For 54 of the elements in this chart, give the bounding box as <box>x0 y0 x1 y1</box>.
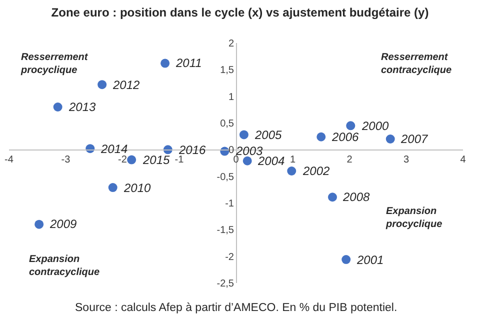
y-tick-label: 1 <box>228 92 234 103</box>
x-tick-label: 3 <box>403 154 410 166</box>
annotation: 2016 <box>178 143 206 157</box>
annotation: 2006 <box>331 130 360 144</box>
y-tick-label: 0,5 <box>220 118 234 130</box>
point <box>316 132 326 142</box>
annotation: 2000 <box>361 119 390 133</box>
annotation: 2008 <box>342 190 370 204</box>
point <box>98 80 107 90</box>
annotation: Expansion contracyclique <box>29 254 100 278</box>
x-tick-label: 2 <box>346 154 353 166</box>
point <box>346 121 356 130</box>
x-tick-label: 1 <box>290 154 296 166</box>
y-tick-label: 0 <box>228 145 234 156</box>
point <box>342 255 351 264</box>
point <box>242 156 252 166</box>
point <box>386 134 395 144</box>
point <box>239 130 248 140</box>
source-note: Source : calculs Afep à partir d’AMECO. En % du PIB potentiel. <box>75 302 398 314</box>
y-tick-label: -2,5 <box>216 278 234 290</box>
annotation: 2001 <box>356 253 384 267</box>
annotation: Resserrement procyclique <box>20 52 88 76</box>
point <box>160 58 170 68</box>
annotation: Resserrement contracyclique <box>381 52 452 76</box>
y-tick-label: 2 <box>228 38 234 50</box>
point <box>108 183 118 192</box>
annotation: 2009 <box>49 217 78 231</box>
x-tick-label: -3 <box>61 154 71 166</box>
chart-title: Zone euro : position dans le cycle (x) vs ajustement budgétaire (y) <box>51 5 429 20</box>
annotation: 2004 <box>257 154 286 168</box>
annotation: 2007 <box>400 132 430 146</box>
y-tick-label: 1,5 <box>220 65 234 76</box>
y-tick-label: -1,5 <box>216 225 234 236</box>
annotation: 2011 <box>175 56 202 70</box>
x-tick-label: -4 <box>4 154 14 166</box>
point <box>53 102 62 112</box>
y-tick-label: -2 <box>225 252 234 263</box>
x-tick-label: -1 <box>174 154 184 166</box>
y-tick-label: -0,5 <box>216 172 234 183</box>
point <box>127 155 136 164</box>
annotation: 2010 <box>123 181 152 195</box>
annotation: Expansion procyclique <box>385 206 443 230</box>
x-tick-label: 4 <box>460 154 466 166</box>
annotation: 2012 <box>112 78 140 92</box>
point <box>287 166 296 176</box>
annotation: 2002 <box>302 164 330 178</box>
y-tick-label: -1 <box>225 198 234 210</box>
annotation: 2013 <box>68 100 96 114</box>
point <box>34 220 44 229</box>
x-tick-label: -2 <box>118 154 128 166</box>
annotation: 2005 <box>254 128 282 142</box>
point <box>328 192 337 202</box>
annotation: 2015 <box>142 153 170 167</box>
annotation: 2014 <box>100 142 128 156</box>
